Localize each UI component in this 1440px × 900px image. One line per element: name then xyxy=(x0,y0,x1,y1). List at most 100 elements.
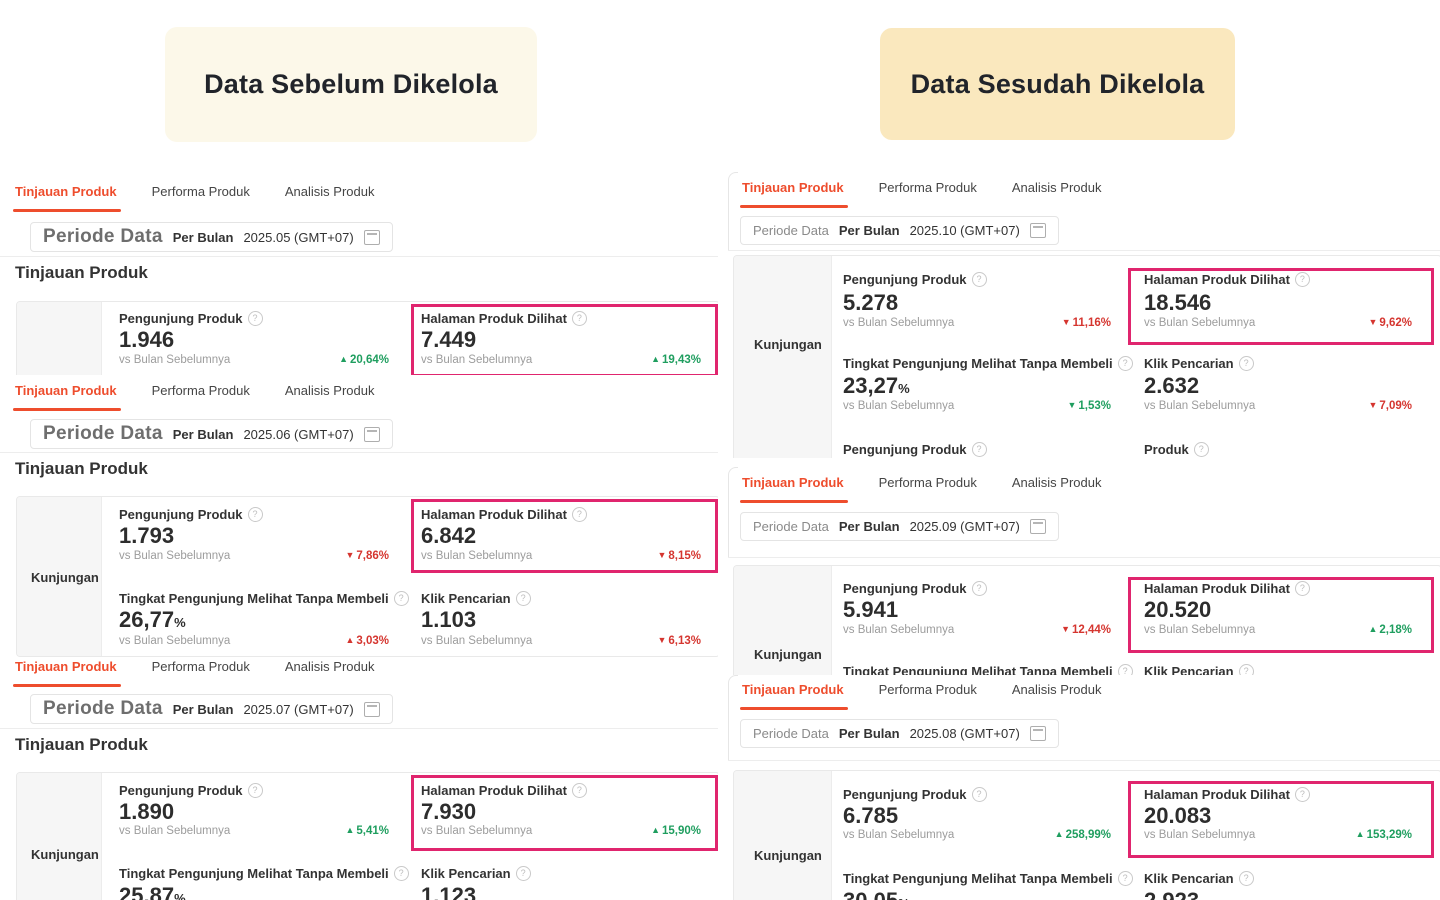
vs-label: vs Bulan Sebelumnya xyxy=(421,825,533,837)
tab-analisis-produk[interactable]: Analisis Produk xyxy=(1011,180,1102,195)
tab-analisis-produk[interactable]: Analisis Produk xyxy=(1011,682,1102,697)
stat-value-views: 6.842 xyxy=(421,523,477,548)
help-icon[interactable] xyxy=(1294,272,1310,287)
help-icon[interactable] xyxy=(1294,581,1310,596)
delta-badge: ▼ 1,53% xyxy=(1067,400,1111,412)
help-icon[interactable] xyxy=(1193,442,1209,457)
kunjungan-cell xyxy=(17,302,102,375)
stat-value-clicks: 2.632 xyxy=(1144,373,1200,398)
divider xyxy=(0,452,718,453)
tab-performa-produk[interactable]: Performa Produk xyxy=(878,180,977,195)
period-picker[interactable]: Periode Data Per Bulan 2025.08 (GMT+07) xyxy=(740,719,1059,748)
tab-tinjauan-produk[interactable]: Tinjauan Produk xyxy=(13,383,121,411)
tab-tinjauan-produk[interactable]: Tinjauan Produk xyxy=(740,475,848,503)
calendar-icon[interactable] xyxy=(1029,519,1046,534)
help-icon[interactable] xyxy=(1238,664,1254,675)
vs-row: vs Bulan Sebelumnya ▼ 7,86% xyxy=(119,550,389,562)
help-icon[interactable] xyxy=(1117,356,1133,371)
tab-performa-produk[interactable]: Performa Produk xyxy=(151,184,250,199)
help-icon[interactable] xyxy=(247,783,263,798)
stat-label-visitors: Pengunjung Produk xyxy=(119,311,263,326)
tab-performa-produk[interactable]: Performa Produk xyxy=(878,682,977,697)
help-icon[interactable] xyxy=(571,783,587,798)
help-icon[interactable] xyxy=(247,311,263,326)
stat-label-bounce: Tingkat Pengunjung Melihat Tanpa Membeli xyxy=(843,871,1133,886)
tab-performa-produk[interactable]: Performa Produk xyxy=(878,475,977,490)
tab-tinjauan-produk[interactable]: Tinjauan Produk xyxy=(740,682,848,710)
stat-label-bounce: Tingkat Pengunjung Melihat Tanpa Membeli xyxy=(119,866,409,881)
vs-row: vs Bulan Sebelumnya ▼ 12,44% xyxy=(843,624,1111,636)
period-value: 2025.08 (GMT+07) xyxy=(909,726,1020,741)
delta-badge: ▲ 2,18% xyxy=(1368,624,1412,636)
period-picker[interactable]: Periode Data Per Bulan 2025.05 (GMT+07) xyxy=(30,222,393,252)
stat-label-visitors: Pengunjung Produk xyxy=(843,272,987,287)
calendar-icon[interactable] xyxy=(1029,223,1046,238)
stat-value-visitors: 1.890 xyxy=(119,799,175,824)
calendar-icon[interactable] xyxy=(1029,726,1046,741)
period-picker[interactable]: Periode Data Per Bulan 2025.10 (GMT+07) xyxy=(740,216,1059,245)
stat-label-clicks: Klik Pencarian xyxy=(1144,356,1254,371)
help-icon[interactable] xyxy=(1294,787,1310,802)
kunjungan-cell: Kunjungan xyxy=(734,566,832,675)
vs-label: vs Bulan Sebelumnya xyxy=(843,829,955,841)
help-icon[interactable] xyxy=(393,591,409,606)
help-icon[interactable] xyxy=(247,507,263,522)
delta-badge: ▼ 7,09% xyxy=(1368,400,1412,412)
help-icon[interactable] xyxy=(571,507,587,522)
delta-badge: ▲ 15,90% xyxy=(651,825,701,837)
help-icon[interactable] xyxy=(1238,356,1254,371)
tab-bar: Tinjauan Produk Performa Produk Analisis… xyxy=(13,383,375,411)
help-icon[interactable] xyxy=(971,787,987,802)
help-icon[interactable] xyxy=(571,311,587,326)
vs-row: vs Bulan Sebelumnya ▼ 6,13% xyxy=(421,635,701,647)
calendar-icon[interactable] xyxy=(363,701,380,717)
vs-row: vs Bulan Sebelumnya ▲ 153,29% xyxy=(1144,829,1412,841)
stat-label-visitors-partial: Pengunjung Produk xyxy=(843,442,987,457)
stat-value-bounce: 23,27% xyxy=(843,373,910,398)
delta-badge: ▲ 20,64% xyxy=(339,354,389,366)
period-granularity: Per Bulan xyxy=(172,229,234,245)
help-icon[interactable] xyxy=(1117,871,1133,886)
tab-performa-produk[interactable]: Performa Produk xyxy=(151,383,250,398)
banner-after-title: Data Sesudah Dikelola xyxy=(910,68,1205,99)
vs-row: vs Bulan Sebelumnya ▼ 7,09% xyxy=(1144,400,1412,412)
period-label: Periode Data xyxy=(753,519,829,534)
screenshot-before-1: Tinjauan Produk Performa Produk Analisis… xyxy=(0,160,718,375)
help-icon[interactable] xyxy=(971,442,987,457)
vs-label: vs Bulan Sebelumnya xyxy=(119,354,231,366)
period-picker[interactable]: Periode Data Per Bulan 2025.07 (GMT+07) xyxy=(30,694,393,724)
period-picker[interactable]: Periode Data Per Bulan 2025.06 (GMT+07) xyxy=(30,419,393,449)
help-icon[interactable] xyxy=(515,866,531,881)
tab-analisis-produk[interactable]: Analisis Produk xyxy=(284,184,375,199)
stat-label-bounce-partial: Tingkat Pengunjung Melihat Tanpa Membeli xyxy=(843,664,1133,675)
vs-label: vs Bulan Sebelumnya xyxy=(1144,400,1256,412)
tab-analisis-produk[interactable]: Analisis Produk xyxy=(1011,475,1102,490)
help-icon[interactable] xyxy=(1117,664,1133,675)
tab-analisis-produk[interactable]: Analisis Produk xyxy=(284,383,375,398)
help-icon[interactable] xyxy=(971,272,987,287)
help-icon[interactable] xyxy=(393,866,409,881)
kunjungan-label: Kunjungan xyxy=(31,847,99,862)
period-picker[interactable]: Periode Data Per Bulan 2025.09 (GMT+07) xyxy=(740,512,1059,541)
stat-value-visitors: 1.793 xyxy=(119,523,175,548)
kunjungan-cell: Kunjungan xyxy=(734,256,832,458)
vs-row: vs Bulan Sebelumnya ▲ 20,64% xyxy=(119,354,389,366)
tab-analisis-produk[interactable]: Analisis Produk xyxy=(284,659,375,674)
tab-tinjauan-produk[interactable]: Tinjauan Produk xyxy=(740,180,848,208)
stat-label-views: Halaman Produk Dilihat xyxy=(421,507,587,522)
stat-label-views: Halaman Produk Dilihat xyxy=(421,311,587,326)
help-icon[interactable] xyxy=(1238,871,1254,886)
tab-tinjauan-produk[interactable]: Tinjauan Produk xyxy=(13,659,121,687)
tab-performa-produk[interactable]: Performa Produk xyxy=(151,659,250,674)
tab-tinjauan-produk[interactable]: Tinjauan Produk xyxy=(13,184,121,212)
period-label: Periode Data xyxy=(43,226,163,247)
vs-row: vs Bulan Sebelumnya ▲ 15,90% xyxy=(421,825,701,837)
vs-label: vs Bulan Sebelumnya xyxy=(119,550,231,562)
stat-label-visitors: Pengunjung Produk xyxy=(119,783,263,798)
help-icon[interactable] xyxy=(515,591,531,606)
stat-value-views: 7.449 xyxy=(421,327,477,352)
help-icon[interactable] xyxy=(971,581,987,596)
calendar-icon[interactable] xyxy=(363,229,380,245)
calendar-icon[interactable] xyxy=(363,426,380,442)
stat-value-views: 20.083 xyxy=(1144,803,1212,828)
